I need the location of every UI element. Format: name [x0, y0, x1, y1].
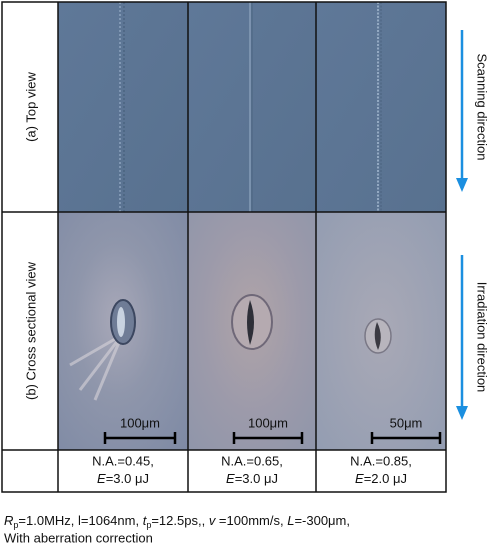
footer-part: =-300μm,: [294, 513, 350, 528]
energy-label: E=2.0 μJ: [355, 471, 407, 486]
footer-line: With aberration correction: [4, 530, 153, 545]
scale-label: 50μm: [390, 415, 423, 430]
footer-part: =1.0MHz, l=1064nm,: [18, 513, 142, 528]
row-label: (a) Top view: [23, 71, 38, 141]
e-symbol: E: [97, 471, 106, 486]
footer-part: t: [143, 513, 148, 528]
footer-part: R: [4, 513, 13, 528]
e-symbol: E: [355, 471, 364, 486]
footer-part: p: [13, 520, 18, 530]
energy-value: =3.0 μJ: [235, 471, 278, 486]
scale-label: 100μm: [248, 415, 288, 430]
footer-line: Rp=1.0MHz, l=1064nm, tp=12.5ps,, v =100m…: [4, 513, 350, 530]
top-view-images: [58, 2, 446, 212]
energy-value: =3.0 μJ: [106, 471, 149, 486]
row-label: (b) Cross sectional view: [23, 261, 38, 400]
footer-part: p: [146, 520, 151, 530]
na-label: N.A.=0.65,: [221, 453, 283, 468]
footer-part: v: [209, 513, 217, 528]
scale-bars: [103, 432, 442, 444]
energy-label: E=3.0 μJ: [97, 471, 149, 486]
e-symbol: E: [226, 471, 235, 486]
direction-arrows: [456, 30, 468, 420]
side-label: Irradiation direction: [475, 282, 490, 393]
footer-part: =12.5ps,,: [151, 513, 208, 528]
side-label: Scanning direction: [475, 54, 490, 161]
energy-label: E=3.0 μJ: [226, 471, 278, 486]
na-label: N.A.=0.85,: [350, 453, 412, 468]
scale-label: 100μm: [120, 415, 160, 430]
na-label: N.A.=0.45,: [92, 453, 154, 468]
table-grid: [1, 1, 447, 493]
cross-section-images: [58, 212, 446, 450]
energy-value: =2.0 μJ: [364, 471, 407, 486]
footer-part: =100mm/s,: [215, 513, 287, 528]
footer-part: L: [287, 513, 294, 528]
